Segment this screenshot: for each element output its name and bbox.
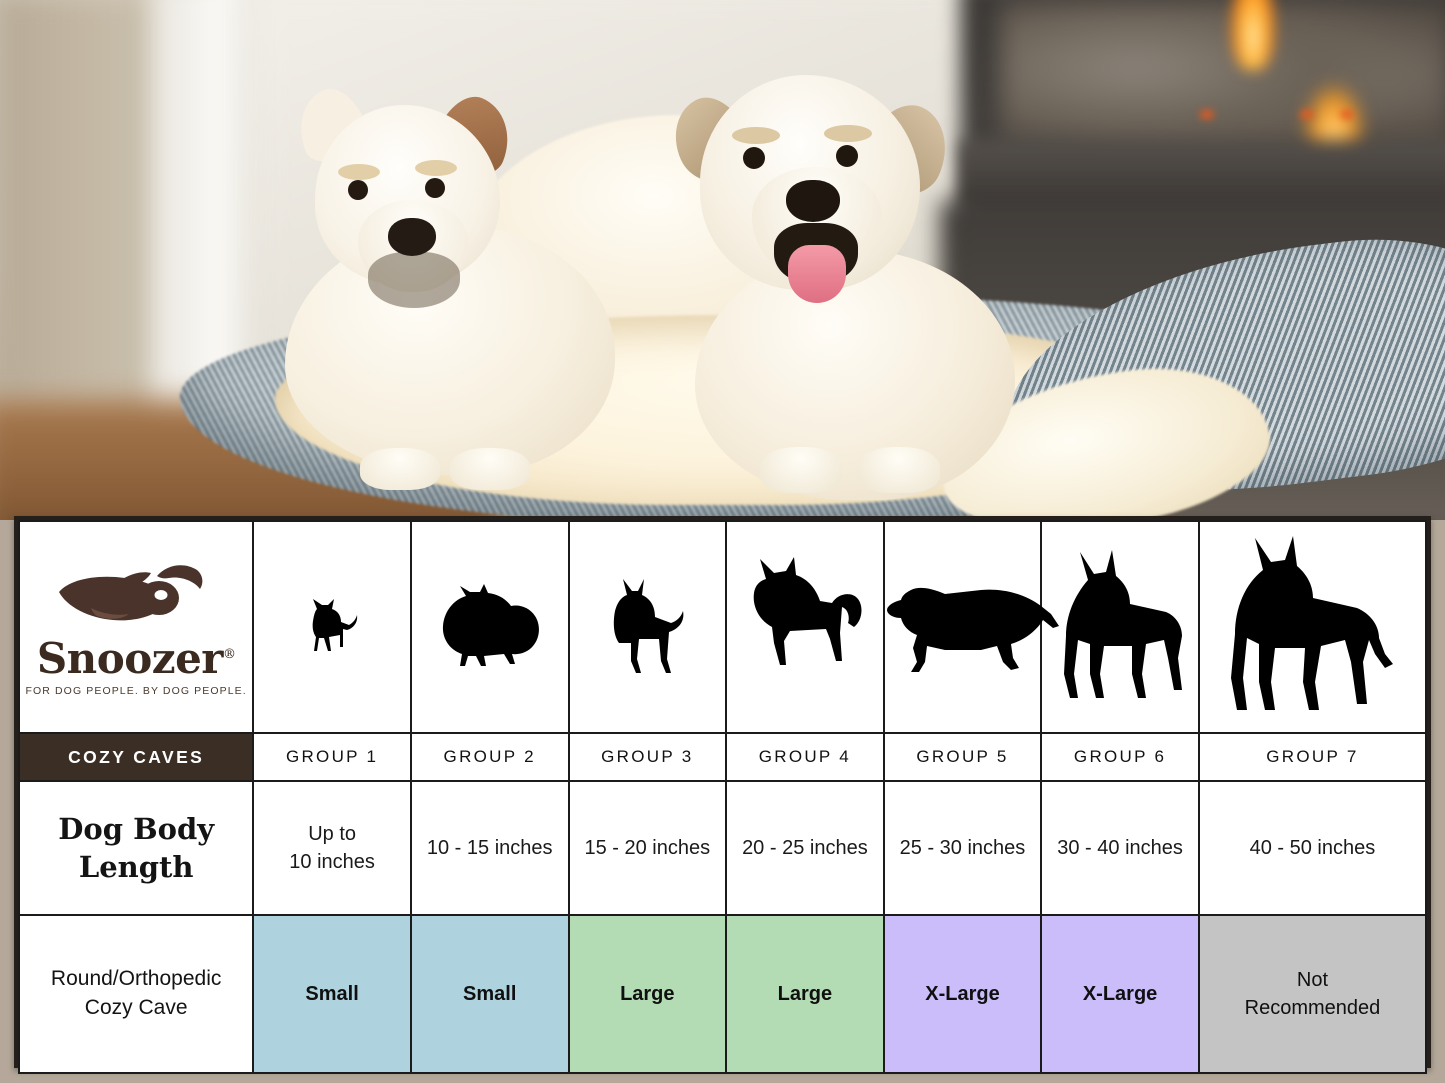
group-label-3: GROUP 3 [567, 732, 728, 782]
recommendation-group-2: Small [409, 914, 570, 1074]
ember [1200, 110, 1214, 119]
group-label-5: GROUP 5 [882, 732, 1043, 782]
golden-retriever-silhouette-icon [886, 587, 1059, 672]
dog-brow [824, 125, 872, 142]
size-chart-table: Snoozer® FOR DOG PEOPLE. BY DOG PEOPLE. [17, 520, 1428, 1074]
hearth [960, 140, 1445, 210]
brand-wordmark: Snoozer® [37, 637, 236, 680]
dog-paw [760, 447, 842, 493]
body-length-group-4: 20 - 25 inches [725, 780, 885, 916]
group-label-7: GROUP 7 [1197, 732, 1428, 782]
value-line-2: 10 inches [289, 851, 375, 873]
dog-paw [450, 448, 530, 490]
dog-eye [743, 147, 765, 169]
recommendation-group-7: Not Recommended [1197, 914, 1428, 1074]
group-label-2: GROUP 2 [409, 732, 570, 782]
silhouette-cell-group-5 [882, 520, 1059, 734]
recommendation-group-3: Large [567, 914, 728, 1074]
registered-mark: ® [222, 646, 236, 662]
dog-brow [415, 160, 457, 176]
dog-paw [858, 447, 940, 493]
row-header-product: Round/Orthopedic Cozy Cave [17, 914, 255, 1074]
silhouette-cell-group-1 [252, 520, 412, 734]
brand-name: Snoozer [36, 633, 224, 683]
silhouette-cell-group-3 [567, 520, 728, 734]
product-line-label: COZY CAVES [17, 732, 255, 782]
dog-tongue [788, 245, 846, 303]
recommendation-group-4: Large [725, 914, 885, 1074]
body-length-group-2: 10 - 15 inches [409, 780, 570, 916]
row-header-line-1: Round/Orthopedic [50, 967, 222, 991]
silhouette-row: Snoozer® FOR DOG PEOPLE. BY DOG PEOPLE. [17, 520, 1428, 734]
silhouette-cell-group-2 [409, 520, 570, 734]
recommendation-group-1: Small [252, 914, 412, 1074]
hero-photo [0, 0, 1445, 520]
row-header-body-length: Dog Body Length [17, 780, 255, 916]
dog-brow [338, 164, 380, 180]
dog-body [695, 250, 1015, 500]
silhouette-cell-group-6 [1040, 520, 1200, 734]
dog-brow [732, 127, 780, 144]
chihuahua-silhouette-icon [312, 599, 358, 651]
group-label-1: GROUP 1 [252, 732, 412, 782]
row-header-line-1: Dog Body [58, 811, 215, 846]
recommendation-group-6: X-Large [1040, 914, 1200, 1074]
pomeranian-silhouette-icon [442, 584, 539, 666]
silhouette-cell-group-7 [1197, 520, 1428, 734]
ember [1340, 110, 1354, 119]
row-header-line-2: Cozy Cave [84, 996, 188, 1019]
body-length-group-7: 40 - 50 inches [1197, 780, 1428, 916]
size-chart: Snoozer® FOR DOG PEOPLE. BY DOG PEOPLE. [14, 516, 1431, 1074]
body-length-row: Dog Body Length Up to 10 inches 10 - 15 … [17, 780, 1428, 916]
great-dane-silhouette-icon [1231, 536, 1394, 710]
body-length-group-5: 25 - 30 inches [882, 780, 1043, 916]
dog-eye [348, 180, 368, 200]
dog-nose [388, 218, 436, 256]
ember [1300, 110, 1314, 119]
doberman-silhouette-icon [1064, 550, 1183, 698]
silhouette-cell-group-4 [725, 520, 885, 734]
group-label-6: GROUP 6 [1040, 732, 1200, 782]
body-length-group-6: 30 - 40 inches [1040, 780, 1200, 916]
recommendation-group-5: X-Large [882, 914, 1043, 1074]
dog-beard [368, 252, 460, 308]
brand-logo-cell: Snoozer® FOR DOG PEOPLE. BY DOG PEOPLE. [17, 520, 255, 734]
left-dog [240, 80, 660, 510]
recommendation-row: Round/Orthopedic Cozy Cave Small Small L… [17, 914, 1428, 1074]
shiba-inu-silhouette-icon [753, 557, 862, 665]
dog-nose [786, 180, 840, 222]
body-length-group-3: 15 - 20 inches [567, 780, 728, 916]
dog-paw [360, 448, 440, 490]
value-line-1: Not [1296, 969, 1328, 991]
snoozer-dog-logo-icon [59, 564, 203, 620]
right-dog [640, 55, 1060, 515]
dog-eye [425, 178, 445, 198]
body-length-group-1: Up to 10 inches [252, 780, 412, 916]
brand-tagline: FOR DOG PEOPLE. BY DOG PEOPLE. [25, 684, 247, 697]
flame-icon [1232, 0, 1274, 70]
value-line-2: Recommended [1244, 997, 1381, 1019]
value-line-1: Up to [308, 822, 357, 845]
dog-eye [836, 145, 858, 167]
group-label-row: COZY CAVES GROUP 1 GROUP 2 GROUP 3 GROUP… [17, 732, 1428, 782]
boston-terrier-silhouette-icon [614, 579, 684, 673]
group-label-4: GROUP 4 [725, 732, 885, 782]
row-header-line-2: Length [78, 850, 194, 884]
